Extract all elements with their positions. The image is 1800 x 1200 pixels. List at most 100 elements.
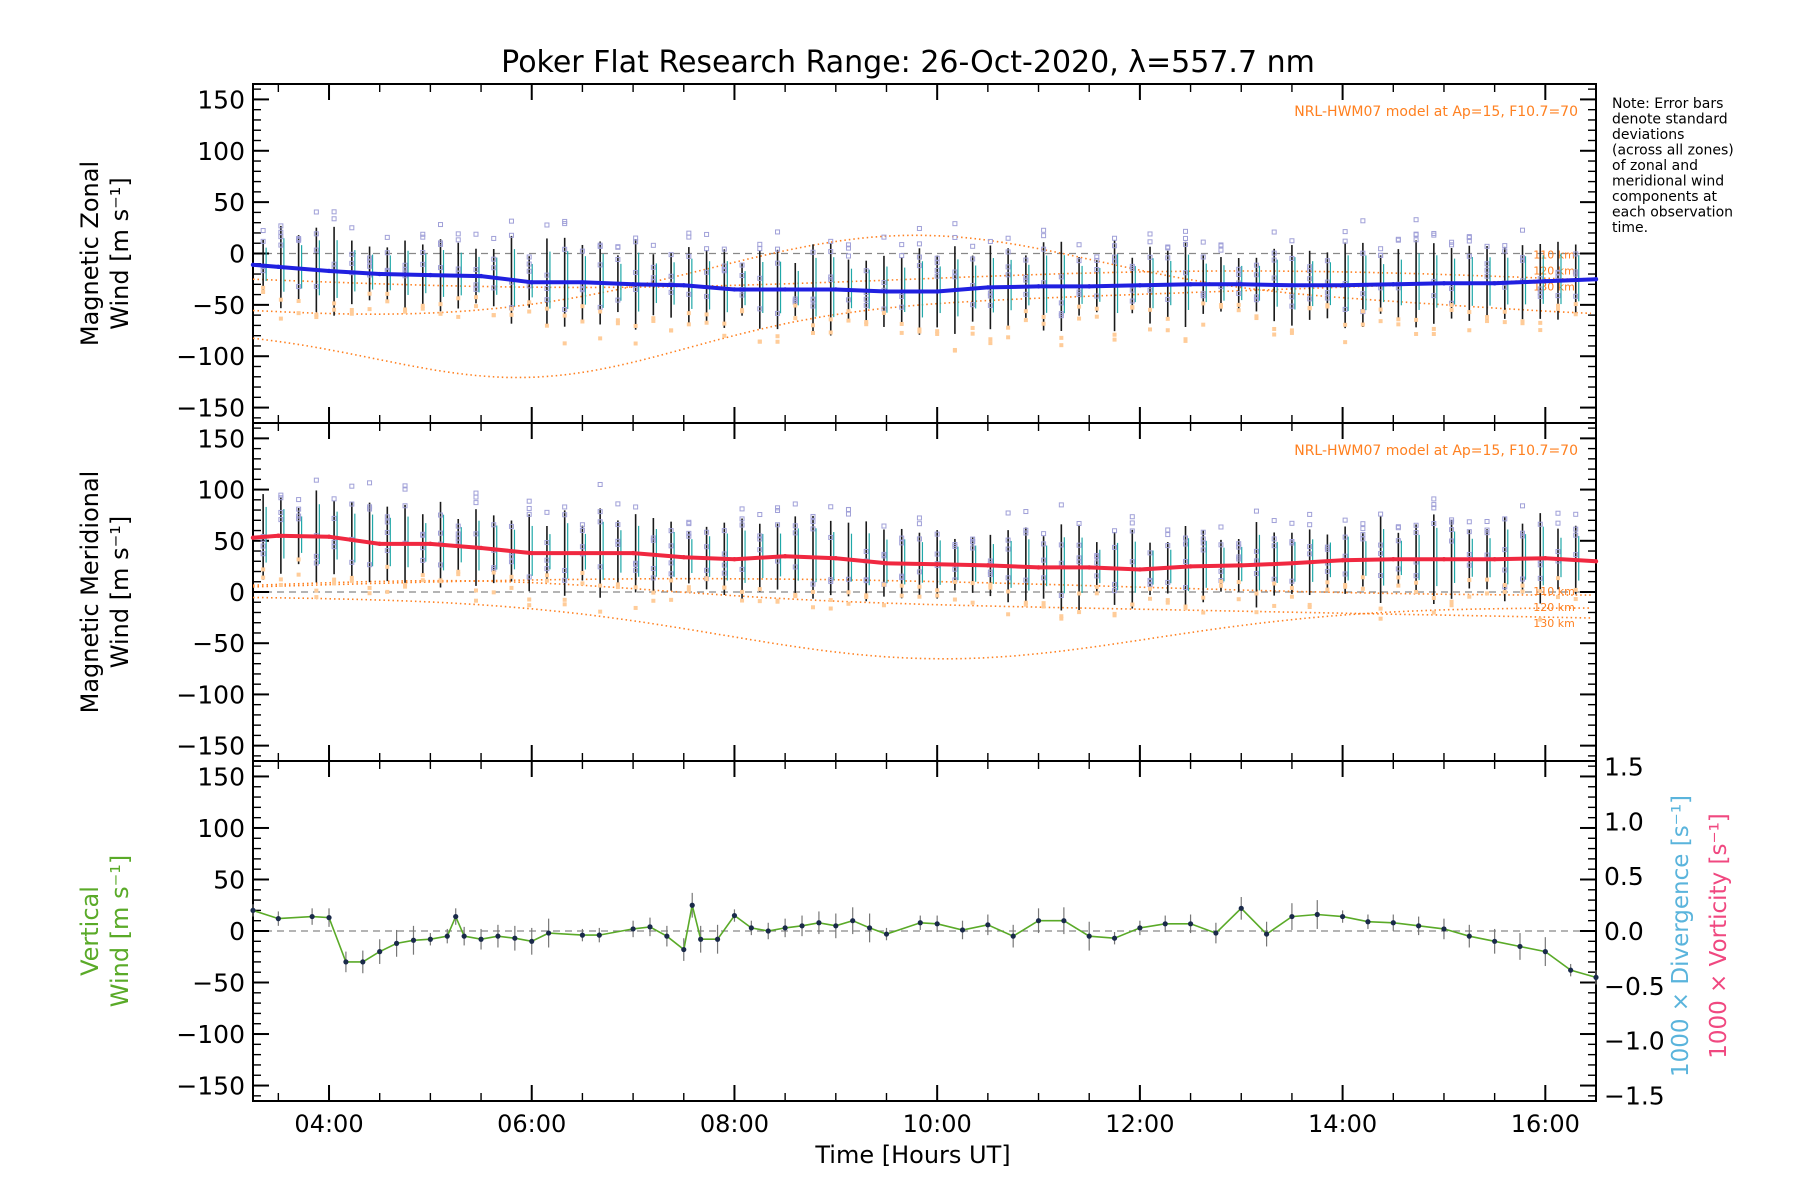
zone-point (455, 231, 461, 237)
vertical-wind-point (250, 907, 256, 913)
zone-point-low (1343, 584, 1348, 589)
vertical-wind-point (377, 949, 383, 955)
mean-point (1593, 559, 1599, 564)
zone-point (828, 249, 834, 255)
zone-point (633, 567, 639, 573)
vertical-wind-point (1137, 925, 1143, 931)
zone-point-low (846, 601, 851, 606)
zone-point-low (598, 583, 603, 588)
zone-point-low (420, 573, 425, 578)
zone-point (1076, 291, 1082, 297)
zone-point (331, 496, 337, 502)
zone-point-low (1396, 317, 1401, 322)
zone-point (633, 269, 639, 275)
zone-point (1573, 251, 1579, 257)
zone-point (260, 228, 266, 234)
zone-point (952, 269, 958, 275)
zone-point (899, 575, 905, 581)
zone-point (1502, 243, 1508, 249)
zone-point (1182, 228, 1188, 234)
zone-point (845, 245, 851, 251)
zone-point-low (1236, 302, 1241, 307)
zone-point (1449, 527, 1455, 533)
mean-point (681, 283, 686, 288)
zone-point-low (261, 289, 266, 294)
zone-point (1449, 286, 1455, 292)
zone-point-low (864, 322, 869, 327)
zone-point (775, 260, 781, 266)
vertical-wind-point (529, 938, 535, 944)
zone-point (384, 529, 390, 535)
mean-point (1391, 282, 1396, 287)
vertical-wind-point (714, 936, 721, 942)
zone-point (260, 238, 266, 244)
zone-point (438, 240, 444, 246)
zone-point (296, 513, 302, 519)
zone-point-low (722, 585, 727, 590)
zone-point-low (296, 557, 301, 562)
mean-point (1137, 567, 1143, 572)
zone-point (1520, 227, 1526, 233)
zone-point (1112, 243, 1118, 249)
zone-point-low (740, 308, 745, 313)
zone-point (1041, 575, 1047, 581)
zone-point (384, 514, 390, 520)
zone-point-low (793, 316, 798, 321)
zone-point (1342, 534, 1348, 540)
zone-point-low (1236, 597, 1241, 602)
zone-point-low (1165, 316, 1170, 321)
zone-point (1005, 510, 1011, 516)
x-tick-label: 06:00 (497, 1110, 566, 1138)
x-tick-label: 16:00 (1511, 1110, 1580, 1138)
zone-point (1413, 232, 1419, 238)
zone-point (1005, 272, 1011, 278)
zone-point (508, 232, 514, 238)
zone-point-low (1183, 337, 1188, 342)
zone-point (1466, 552, 1472, 558)
zone-point (1378, 252, 1384, 258)
zone-point-low (1201, 610, 1206, 615)
zone-point (1555, 549, 1561, 555)
zone-point (810, 303, 816, 309)
vertical-wind-point (1517, 943, 1523, 950)
zone-point (1218, 247, 1224, 253)
zone-point (686, 291, 692, 297)
zone-point-low (899, 583, 904, 588)
zone-point (526, 505, 532, 511)
zone-point-low (473, 588, 478, 593)
zone-point (1466, 253, 1472, 259)
zone-point-low (1414, 317, 1419, 322)
zone-point (1023, 257, 1029, 263)
zone-point (1324, 290, 1330, 296)
zone-point-low (1378, 616, 1383, 621)
vertical-wind-point (360, 959, 366, 965)
zone-point-low (970, 325, 975, 330)
zone-point (721, 562, 727, 568)
zone-point-low (385, 564, 390, 569)
zone-point-low (544, 578, 549, 583)
zone-point (1005, 249, 1011, 255)
zone-point (1307, 268, 1313, 274)
zone-point (633, 239, 639, 245)
zone-point (775, 310, 781, 316)
zone-point (544, 286, 550, 292)
zone-point (473, 282, 479, 288)
zone-point-low (1360, 586, 1365, 591)
zone-point (1484, 530, 1490, 536)
zone-point (757, 536, 763, 542)
zone-point (775, 505, 781, 511)
zone-point (1520, 576, 1526, 582)
zone-point-low (1218, 302, 1223, 307)
mean-point (1087, 284, 1092, 289)
y-tick-label: −150 (176, 732, 245, 761)
zone-point (1094, 254, 1100, 260)
zone-point (704, 529, 710, 535)
zone-point (1147, 581, 1153, 587)
vertical-wind-point (495, 933, 501, 939)
zone-point (1112, 254, 1118, 260)
zone-point-low (793, 303, 798, 308)
zone-point-low (952, 348, 957, 353)
zone-point-low (1165, 598, 1170, 603)
model-altitude-label: 110 km (1533, 585, 1575, 598)
zone-point-low (580, 304, 585, 309)
